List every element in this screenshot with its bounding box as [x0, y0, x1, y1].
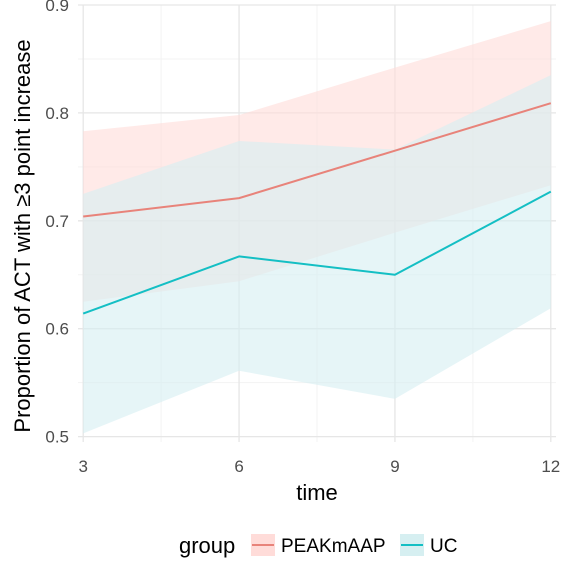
legend-items: PEAKmAAP UC — [251, 534, 457, 557]
x-axis-title: time — [296, 480, 338, 505]
x-tick-label: 12 — [541, 457, 560, 476]
line-uc — [82, 190, 552, 315]
legend-label: PEAKmAAP — [281, 536, 386, 557]
x-tick-labels: 3 6 9 12 — [78, 457, 560, 476]
y-tick-labels: 0.5 0.6 0.7 0.8 0.9 — [45, 0, 69, 447]
legend-item-uc: UC — [400, 534, 457, 557]
y-tick-label: 0.9 — [45, 0, 69, 15]
y-tick-label: 0.7 — [45, 212, 69, 231]
y-axis-title: Proportion of ACT with ≥3 point increase — [10, 39, 35, 432]
x-tick-label: 6 — [234, 457, 243, 476]
y-tick-label: 0.8 — [45, 104, 69, 123]
series-lines — [82, 102, 552, 315]
band-uc — [83, 75, 551, 434]
y-tick-label: 0.5 — [45, 428, 69, 447]
legend: group PEAKmAAP UC — [179, 533, 457, 558]
line-peakmaap — [83, 102, 552, 218]
y-tick-label: 0.6 — [45, 320, 69, 339]
legend-title: group — [179, 533, 235, 558]
legend-label: UC — [430, 536, 457, 557]
x-tick-label: 9 — [390, 457, 399, 476]
legend-item-peakmaap: PEAKmAAP — [251, 534, 386, 557]
confidence-bands — [83, 21, 551, 434]
x-tick-label: 3 — [78, 457, 87, 476]
